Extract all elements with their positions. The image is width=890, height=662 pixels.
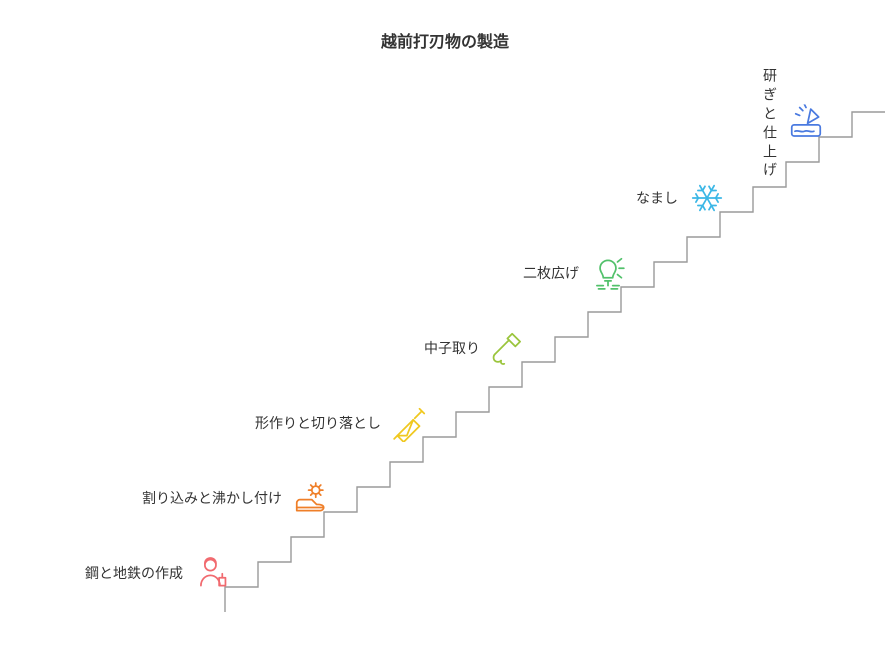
process-step: 形作りと切り落とし bbox=[255, 404, 429, 442]
step-label: 二枚広げ bbox=[523, 264, 579, 283]
process-step: 中子取り bbox=[424, 329, 528, 367]
step-label: 形作りと切り落とし bbox=[255, 414, 381, 433]
step-label: 割り込みと沸かし付け bbox=[142, 489, 282, 508]
process-step: 研ぎと仕上げ bbox=[760, 66, 825, 179]
bulb-rays-icon bbox=[589, 254, 627, 292]
worker-icon bbox=[193, 554, 231, 592]
hammer-icon bbox=[490, 329, 528, 367]
process-step: 鋼と地鉄の作成 bbox=[85, 554, 231, 592]
step-label: 中子取り bbox=[424, 339, 480, 358]
diagram-stage: 鋼と地鉄の作成 割り込みと沸かし付け 形作りと切り落とし 中子取り 二枚広げ なまし 研ぎと… bbox=[0, 0, 890, 662]
process-step: なまし bbox=[636, 179, 726, 217]
process-step: 割り込みと沸かし付け bbox=[142, 479, 330, 517]
step-label: なまし bbox=[636, 189, 678, 208]
gear-shoe-icon bbox=[292, 479, 330, 517]
trowel-icon bbox=[391, 404, 429, 442]
step-label: 研ぎと仕上げ bbox=[760, 66, 777, 179]
snowflake-icon bbox=[688, 179, 726, 217]
process-step: 二枚広げ bbox=[523, 254, 627, 292]
sharpen-icon bbox=[787, 104, 825, 142]
step-label: 鋼と地鉄の作成 bbox=[85, 564, 183, 583]
